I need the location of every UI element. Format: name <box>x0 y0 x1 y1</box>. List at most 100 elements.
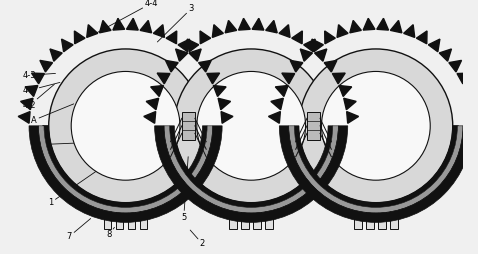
Circle shape <box>197 71 305 180</box>
Bar <box>241 208 249 229</box>
Polygon shape <box>153 25 164 37</box>
Polygon shape <box>266 20 277 33</box>
Polygon shape <box>471 112 478 123</box>
Circle shape <box>71 71 180 180</box>
Polygon shape <box>178 39 190 52</box>
Polygon shape <box>169 126 334 208</box>
Polygon shape <box>468 98 478 110</box>
Bar <box>140 208 147 229</box>
Polygon shape <box>213 86 226 97</box>
Polygon shape <box>151 86 163 97</box>
Polygon shape <box>239 18 250 30</box>
Polygon shape <box>189 49 201 61</box>
Wedge shape <box>29 126 222 222</box>
Polygon shape <box>339 86 352 97</box>
Circle shape <box>49 49 203 203</box>
Polygon shape <box>377 18 389 30</box>
Polygon shape <box>75 31 85 44</box>
Polygon shape <box>416 31 427 44</box>
Text: 2: 2 <box>190 230 205 248</box>
Circle shape <box>174 49 328 203</box>
Text: 8: 8 <box>106 227 114 239</box>
Polygon shape <box>40 60 53 72</box>
Polygon shape <box>275 86 288 97</box>
Bar <box>390 208 398 229</box>
Polygon shape <box>304 39 315 52</box>
Circle shape <box>299 49 453 203</box>
Polygon shape <box>225 20 237 33</box>
Polygon shape <box>50 49 62 61</box>
Wedge shape <box>44 126 207 207</box>
Bar <box>182 112 195 140</box>
Text: 1: 1 <box>48 146 133 207</box>
Polygon shape <box>166 31 177 44</box>
Polygon shape <box>62 39 73 52</box>
Polygon shape <box>363 18 375 30</box>
Polygon shape <box>175 49 188 61</box>
Polygon shape <box>300 49 313 61</box>
Text: 4-1: 4-1 <box>23 82 60 95</box>
Text: 3: 3 <box>157 4 194 42</box>
Bar <box>128 208 135 229</box>
Bar <box>265 208 273 229</box>
Polygon shape <box>464 86 477 97</box>
Polygon shape <box>187 39 199 52</box>
Polygon shape <box>157 73 170 84</box>
Polygon shape <box>315 49 327 61</box>
Bar <box>229 208 237 229</box>
Polygon shape <box>350 20 361 33</box>
Bar <box>104 208 111 229</box>
Polygon shape <box>198 60 211 72</box>
Polygon shape <box>32 73 44 84</box>
Polygon shape <box>200 31 211 44</box>
Polygon shape <box>99 20 111 33</box>
Polygon shape <box>324 60 337 72</box>
Polygon shape <box>449 60 462 72</box>
Text: 4-2: 4-2 <box>23 84 54 110</box>
Polygon shape <box>312 39 324 52</box>
Wedge shape <box>164 126 338 213</box>
Polygon shape <box>252 18 264 30</box>
Polygon shape <box>269 112 281 123</box>
Polygon shape <box>146 98 159 110</box>
Polygon shape <box>325 31 335 44</box>
Bar <box>253 208 261 229</box>
Polygon shape <box>144 112 156 123</box>
Text: A: A <box>31 104 74 125</box>
Polygon shape <box>344 98 356 110</box>
Polygon shape <box>347 112 358 123</box>
Polygon shape <box>282 73 295 84</box>
Wedge shape <box>289 126 463 213</box>
Polygon shape <box>221 112 233 123</box>
Polygon shape <box>290 60 303 72</box>
Wedge shape <box>38 126 213 213</box>
Text: 4-4: 4-4 <box>95 0 159 34</box>
Wedge shape <box>279 126 472 222</box>
Text: 4: 4 <box>38 161 64 174</box>
Bar <box>378 208 386 229</box>
Polygon shape <box>218 98 230 110</box>
Polygon shape <box>212 25 223 37</box>
Polygon shape <box>271 98 283 110</box>
Bar <box>307 112 320 140</box>
Circle shape <box>322 71 430 180</box>
Polygon shape <box>140 20 152 33</box>
Text: 5: 5 <box>181 157 188 222</box>
Polygon shape <box>113 18 125 30</box>
Wedge shape <box>170 126 333 207</box>
Bar <box>116 208 123 229</box>
Polygon shape <box>391 20 402 33</box>
Wedge shape <box>155 126 348 222</box>
Polygon shape <box>127 18 138 30</box>
Polygon shape <box>25 86 38 97</box>
Polygon shape <box>279 25 290 37</box>
Polygon shape <box>21 98 33 110</box>
Polygon shape <box>332 73 345 84</box>
Text: 6: 6 <box>38 140 96 149</box>
Polygon shape <box>87 25 98 37</box>
Text: 7: 7 <box>66 218 91 241</box>
Wedge shape <box>294 126 457 207</box>
Text: 4-3: 4-3 <box>23 71 55 80</box>
Polygon shape <box>293 126 458 208</box>
Polygon shape <box>292 31 303 44</box>
